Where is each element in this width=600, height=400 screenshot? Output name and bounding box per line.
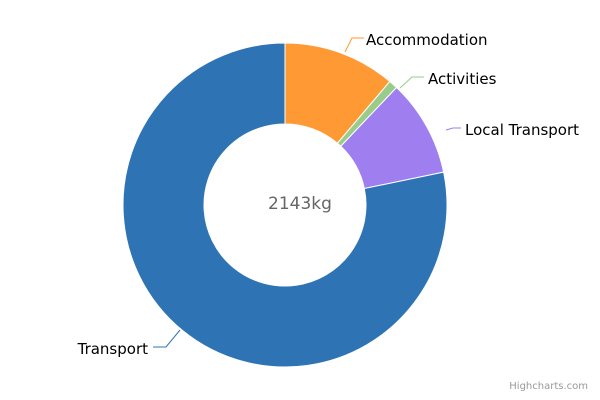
label-activities: Activities [428, 70, 497, 88]
connector-accommodation [344, 37, 364, 53]
label-accommodation: Accommodation [366, 31, 488, 49]
slice-transport[interactable] [122, 42, 448, 368]
label-local-transport: Local Transport [465, 121, 579, 139]
center-total-label: 2143kg [268, 194, 332, 214]
connector-local-transport [445, 127, 461, 131]
connector-transport [153, 329, 181, 348]
credits-link[interactable]: Highcharts.com [509, 381, 588, 392]
connector-activities [399, 76, 424, 89]
label-transport: Transport [77, 340, 149, 358]
